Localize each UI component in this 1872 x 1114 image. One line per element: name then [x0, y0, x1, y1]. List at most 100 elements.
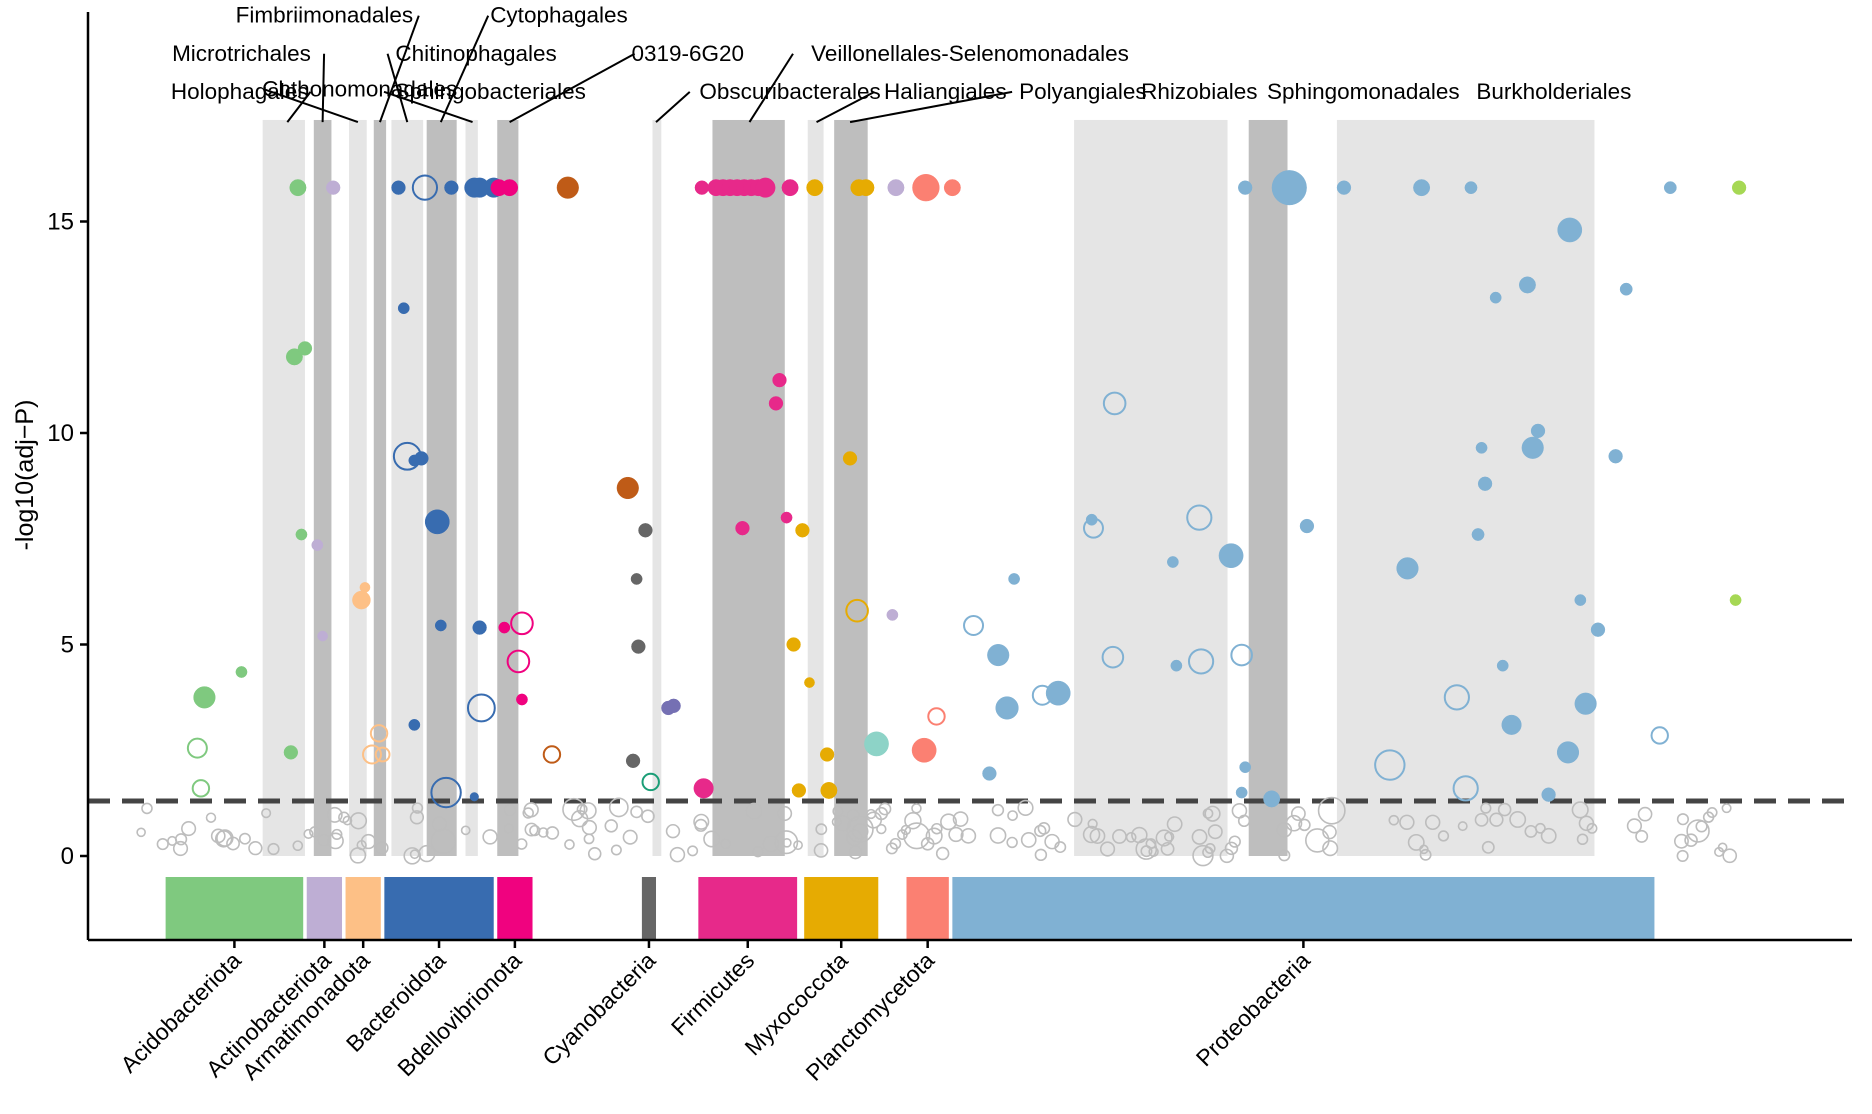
ns-point: [1706, 807, 1718, 819]
data-point: [1413, 179, 1431, 197]
data-point: [1102, 391, 1127, 416]
data-point: [391, 180, 406, 195]
ns-point: [1540, 827, 1557, 844]
ns-point: [669, 846, 686, 863]
ns-point: [1007, 810, 1018, 821]
data-point: [616, 476, 639, 500]
data-point: [466, 693, 496, 723]
ns-point: [774, 830, 799, 855]
ns-point: [1673, 833, 1689, 849]
data-point: [408, 454, 421, 467]
data-point: [1521, 436, 1544, 459]
data-point: [516, 693, 528, 706]
order-band: [1336, 119, 1595, 857]
data-point: [1167, 556, 1179, 568]
ns-point: [524, 822, 539, 837]
ns-point: [375, 841, 389, 855]
ns-point: [136, 827, 146, 838]
ns-point: [1322, 824, 1337, 840]
order-band: [807, 119, 824, 857]
ns-point: [522, 807, 534, 819]
phylum-bar: [306, 877, 343, 939]
data-point: [1008, 573, 1020, 585]
ns-point: [1298, 818, 1311, 832]
ns-point: [776, 805, 793, 822]
data-point: [444, 180, 459, 195]
order-band: [652, 119, 662, 857]
order-label: Microtrichales: [172, 41, 311, 66]
data-point: [498, 621, 511, 634]
data-point: [1374, 749, 1406, 781]
ns-point: [1006, 836, 1018, 849]
ns-point: [1204, 805, 1221, 822]
order-shade-bands: [262, 119, 1595, 857]
order-band: [1248, 119, 1288, 857]
ns-point: [989, 827, 1007, 844]
data-point: [1475, 441, 1488, 454]
ns-point: [608, 797, 629, 818]
data-point: [472, 620, 487, 635]
order-label: Haliangiales: [884, 79, 1007, 104]
ns-point: [960, 828, 977, 844]
data-point: [1557, 217, 1583, 243]
ns-point: [720, 838, 732, 850]
ns-point: [292, 840, 304, 852]
data-point: [911, 737, 937, 763]
order-band: [465, 119, 478, 857]
data-point: [786, 637, 801, 652]
ns-point: [562, 797, 586, 822]
ns-point: [1305, 828, 1330, 853]
ns-point: [1571, 801, 1589, 819]
data-point: [864, 731, 889, 757]
ns-point: [248, 840, 263, 856]
ns-point: [878, 802, 892, 816]
data-point: [804, 677, 815, 688]
order-label: Rhizobiales: [1141, 79, 1257, 104]
ns-point: [1017, 799, 1034, 816]
data-point: [1187, 648, 1215, 675]
data-point: [289, 179, 307, 197]
data-point: [1608, 449, 1623, 464]
data-point: [1471, 528, 1485, 541]
data-point: [1396, 557, 1419, 580]
ns-point: [1497, 802, 1512, 817]
data-point: [362, 744, 382, 765]
data-point: [430, 776, 462, 809]
data-point: [780, 511, 793, 524]
ns-point: [360, 833, 377, 850]
ns-point: [834, 815, 852, 832]
ns-point: [327, 832, 344, 850]
ns-point: [411, 802, 424, 814]
data-point: [927, 707, 946, 726]
ns-point: [523, 802, 539, 818]
ns-point: [1285, 814, 1303, 832]
ns-point: [846, 808, 860, 822]
ns-point: [903, 822, 931, 850]
data-point: [490, 179, 508, 197]
ns-point: [641, 809, 655, 824]
ns-point: [409, 849, 420, 860]
phylum-bar: [952, 877, 1655, 939]
ns-point: [782, 838, 792, 848]
data-point: [887, 179, 905, 197]
ns-point: [752, 845, 764, 858]
ns-point: [1626, 818, 1643, 834]
data-point: [666, 698, 681, 713]
data-point: [317, 630, 328, 642]
ns-point: [845, 829, 863, 847]
ns-point: [267, 842, 280, 856]
ns-point: [1204, 843, 1216, 854]
order-leader-line: [816, 90, 875, 123]
data-point: [638, 523, 653, 538]
data-point: [1235, 786, 1248, 799]
ns-point: [503, 803, 517, 817]
ns-point: [604, 819, 618, 833]
ns-point: [349, 812, 368, 830]
ns-point: [925, 827, 943, 845]
ns-point: [579, 802, 597, 820]
ns-point: [174, 833, 188, 846]
ns-point: [214, 830, 233, 848]
data-point: [1238, 180, 1253, 195]
data-point: [235, 666, 248, 678]
ns-point: [665, 823, 681, 839]
